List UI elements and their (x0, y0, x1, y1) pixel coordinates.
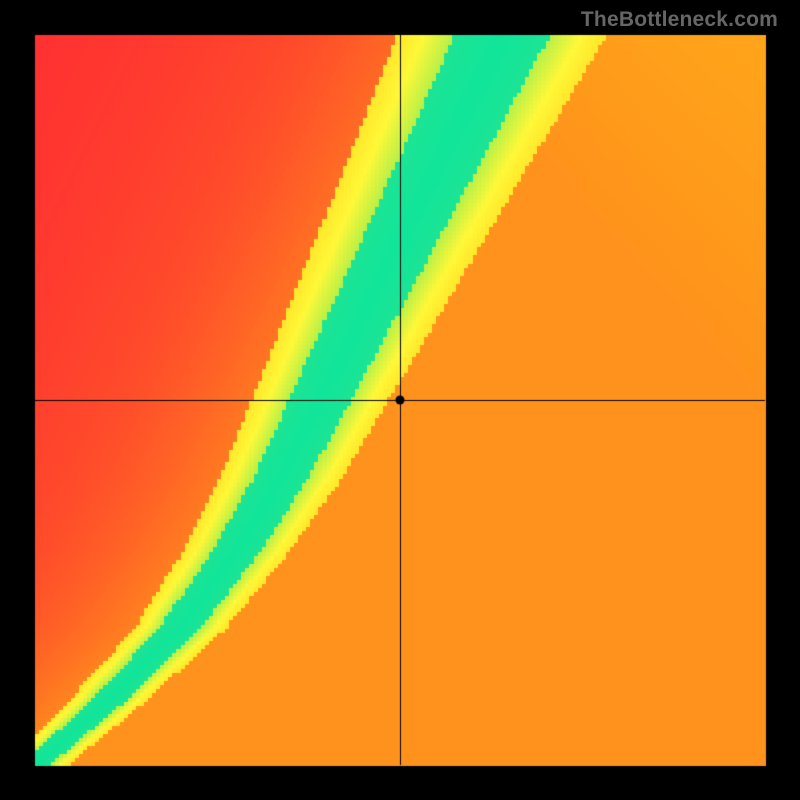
attribution-text: TheBottleneck.com (581, 8, 778, 32)
bottleneck-heatmap (0, 0, 800, 800)
